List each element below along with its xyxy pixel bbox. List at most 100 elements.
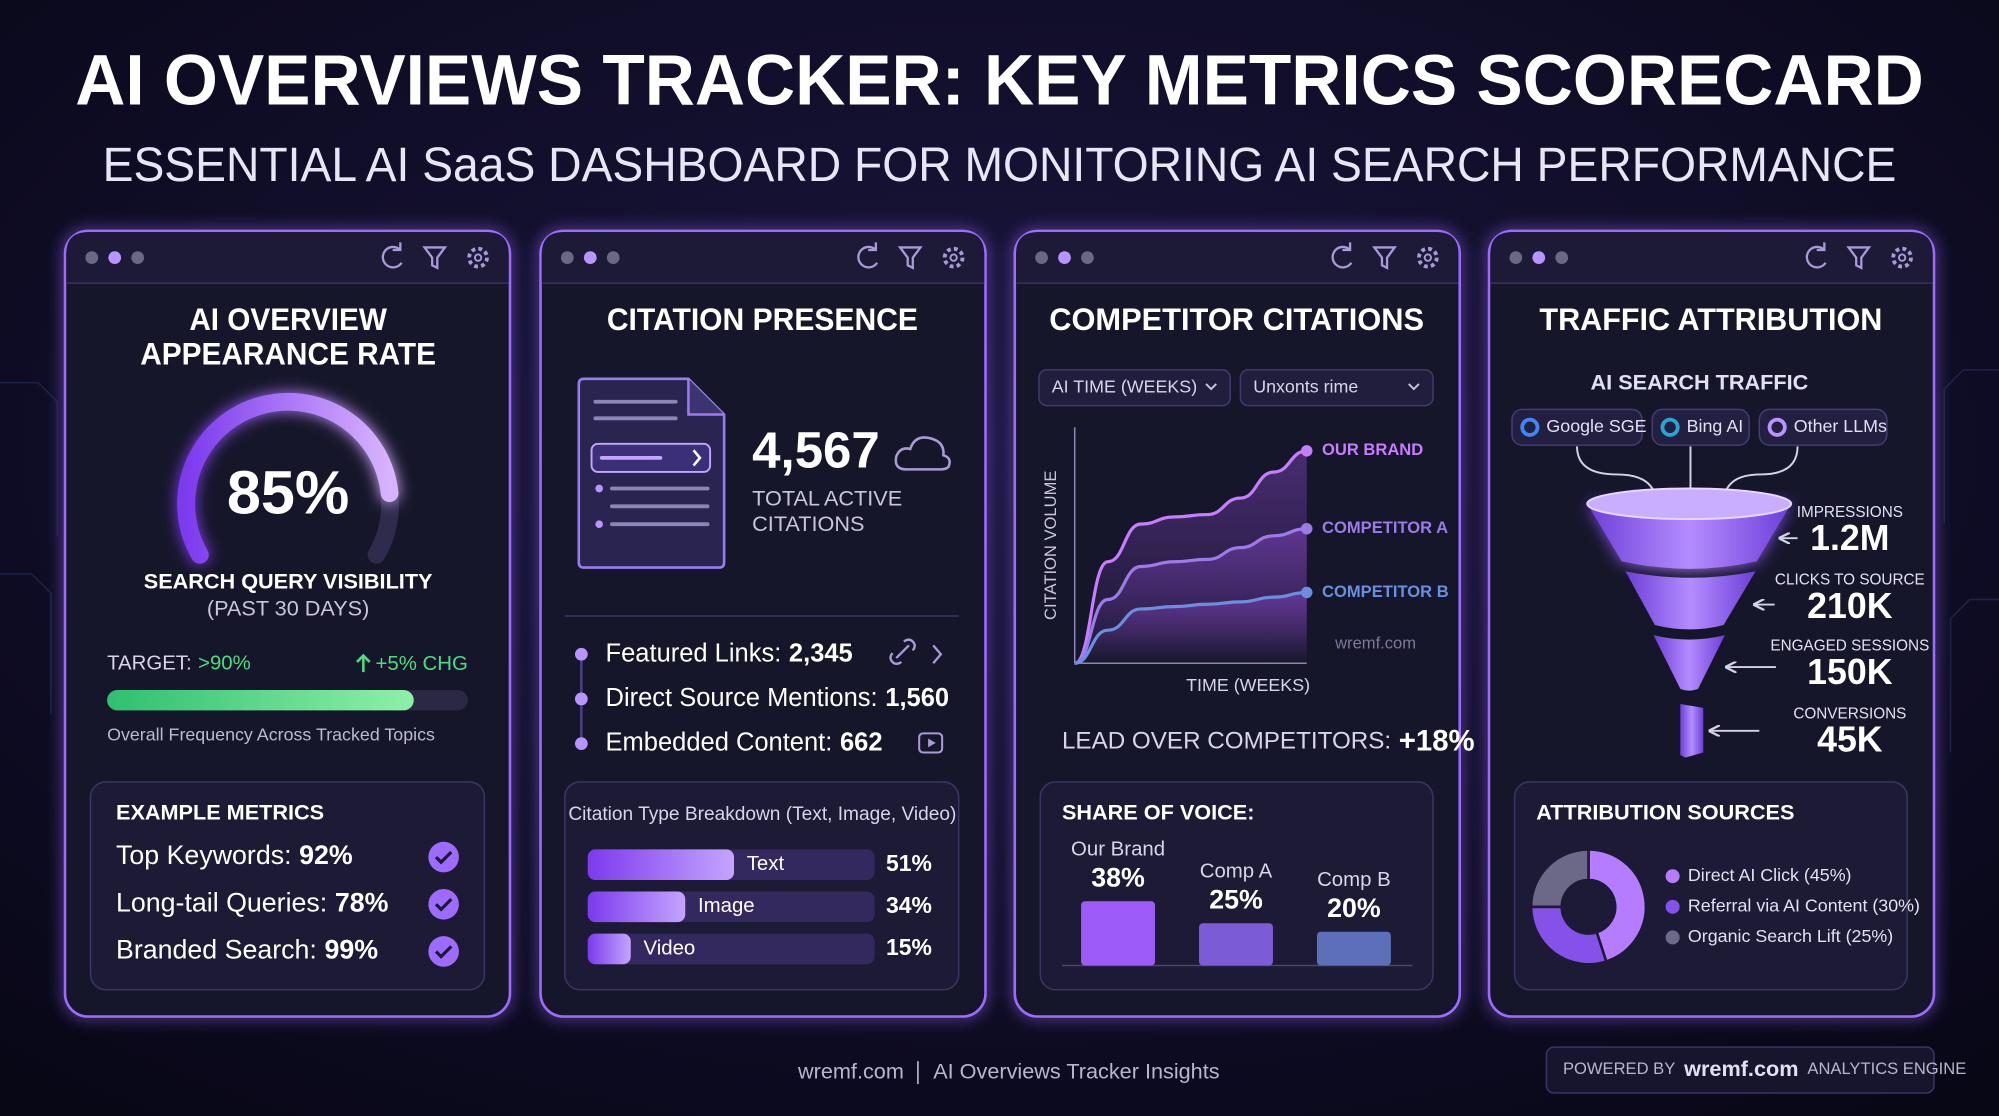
card-header-bar bbox=[66, 232, 509, 284]
legend-label: Direct AI Click (45%) bbox=[1688, 865, 1852, 885]
document-link-chevron bbox=[692, 449, 702, 467]
card-header-bar bbox=[1016, 232, 1459, 284]
metric-label: SEARCH QUERY VISIBILITY bbox=[144, 569, 433, 594]
footer-site: wremf.com bbox=[797, 1058, 904, 1083]
series-line bbox=[1074, 590, 1307, 665]
text-part: TARGET: bbox=[107, 653, 192, 675]
bar-value: 51% bbox=[886, 850, 932, 876]
example-metric: Branded Search: 99% bbox=[116, 935, 378, 965]
source-label: Google SGE bbox=[1546, 416, 1646, 436]
progress-fill bbox=[107, 690, 414, 711]
settings-icon[interactable] bbox=[1417, 246, 1439, 269]
inner-panel bbox=[89, 781, 486, 991]
window-dot bbox=[1081, 251, 1094, 265]
filter-icon[interactable] bbox=[1372, 246, 1398, 270]
settings-icon[interactable] bbox=[467, 246, 489, 269]
source-label: Bing AI bbox=[1687, 416, 1744, 436]
powered-badge bbox=[1545, 1046, 1935, 1094]
bar-track bbox=[587, 933, 875, 965]
citation-item: Featured Links: 2,345 bbox=[606, 639, 853, 667]
funnel-tier bbox=[1625, 571, 1756, 630]
total-caption: CITATIONS bbox=[752, 511, 864, 536]
watermark: wremf.com bbox=[1334, 633, 1416, 652]
funnel-value: 150K bbox=[1807, 652, 1893, 692]
share-value: 25% bbox=[1209, 885, 1263, 915]
bar-value: 15% bbox=[886, 934, 932, 960]
settings-icon-core bbox=[1897, 253, 1907, 262]
citation-item: Embedded Content: 662 bbox=[606, 728, 883, 756]
document-fold bbox=[687, 378, 725, 416]
card-title: COMPETITOR CITATIONS bbox=[1049, 301, 1424, 337]
legend-dot bbox=[1665, 899, 1680, 914]
link-icon bbox=[889, 638, 916, 666]
donut-segment bbox=[1529, 905, 1608, 966]
legend-dot bbox=[1665, 869, 1680, 884]
filter-icon[interactable] bbox=[897, 246, 923, 270]
funnel-value: 45K bbox=[1817, 720, 1883, 760]
up-arrow bbox=[356, 653, 371, 673]
panel-title: Citation Type Breakdown (Text, Image, Vi… bbox=[568, 804, 956, 825]
circuit-decor bbox=[0, 369, 1999, 753]
play-icon[interactable] bbox=[918, 732, 944, 754]
card-title: AI OVERVIEW bbox=[189, 301, 387, 337]
dropdown[interactable] bbox=[1239, 369, 1434, 407]
settings-icon[interactable] bbox=[1891, 246, 1913, 269]
list-bullet bbox=[574, 647, 588, 661]
gauge-value: 85% bbox=[227, 459, 349, 527]
check-mark bbox=[434, 945, 453, 959]
refresh-icon bbox=[1805, 242, 1827, 269]
text-part: 2,345 bbox=[789, 639, 853, 667]
bar bbox=[587, 891, 686, 923]
funnel-value: 210K bbox=[1807, 586, 1893, 626]
bar-label: Video bbox=[643, 937, 695, 959]
filter-icon[interactable] bbox=[422, 246, 448, 270]
panel-title: EXAMPLE METRICS bbox=[116, 799, 324, 824]
text-part: Direct Source Mentions: bbox=[606, 684, 878, 712]
total-citations: 4,567 bbox=[752, 422, 880, 479]
source-label: Other LLMs bbox=[1794, 416, 1887, 436]
gauge-fill bbox=[177, 392, 399, 564]
legend-label: COMPETITOR A bbox=[1322, 518, 1448, 537]
source-logo bbox=[1767, 417, 1787, 437]
text-part: 92% bbox=[299, 840, 353, 870]
share-bar bbox=[1081, 901, 1156, 966]
bar-label: Text bbox=[747, 853, 785, 875]
funnel-value: 1.2M bbox=[1810, 518, 1889, 558]
share-bar bbox=[1199, 923, 1273, 966]
x-axis-label: TIME (WEEKS) bbox=[1186, 675, 1310, 695]
card-header-bar bbox=[1490, 232, 1933, 284]
text-part: 99% bbox=[324, 935, 378, 965]
chevron-icon[interactable] bbox=[932, 644, 943, 664]
check-mark bbox=[434, 898, 453, 912]
filter-icon[interactable] bbox=[1846, 246, 1872, 270]
dropdown-label: Unxonts rime bbox=[1253, 376, 1358, 396]
settings-icon-core bbox=[1423, 253, 1433, 262]
funnel-tier bbox=[1653, 635, 1725, 691]
source-logo bbox=[1520, 417, 1540, 437]
window-dot bbox=[1509, 251, 1523, 265]
example-metric: Top Keywords: 92% bbox=[116, 840, 353, 870]
progress-caption: Overall Frequency Across Tracked Topics bbox=[107, 725, 435, 745]
example-metric: Long-tail Queries: 78% bbox=[116, 887, 389, 917]
citation-item: Direct Source Mentions: 1,560 bbox=[606, 684, 949, 712]
window-dot bbox=[1532, 251, 1546, 265]
card-header-bar bbox=[541, 232, 985, 284]
share-label: Our Brand bbox=[1071, 839, 1165, 861]
card-title: CITATION PRESENCE bbox=[607, 301, 918, 337]
share-bar bbox=[1316, 931, 1391, 966]
dropdown[interactable] bbox=[1038, 369, 1232, 407]
check-badge bbox=[428, 888, 459, 920]
funnel-top bbox=[1586, 487, 1793, 521]
funnel-spout bbox=[1680, 704, 1704, 758]
document-bullet bbox=[595, 520, 604, 529]
settings-icon-core bbox=[473, 253, 483, 262]
page-title: AI OVERVIEWS TRACKER: KEY METRICS SCOREC… bbox=[75, 40, 1924, 120]
text-part: 662 bbox=[840, 728, 883, 756]
source-chip bbox=[1651, 408, 1750, 446]
text-part: Featured Links: bbox=[606, 639, 782, 667]
metric-period: (PAST 30 DAYS) bbox=[207, 595, 369, 620]
settings-icon[interactable] bbox=[942, 246, 965, 269]
series-end-dot bbox=[1301, 522, 1313, 535]
